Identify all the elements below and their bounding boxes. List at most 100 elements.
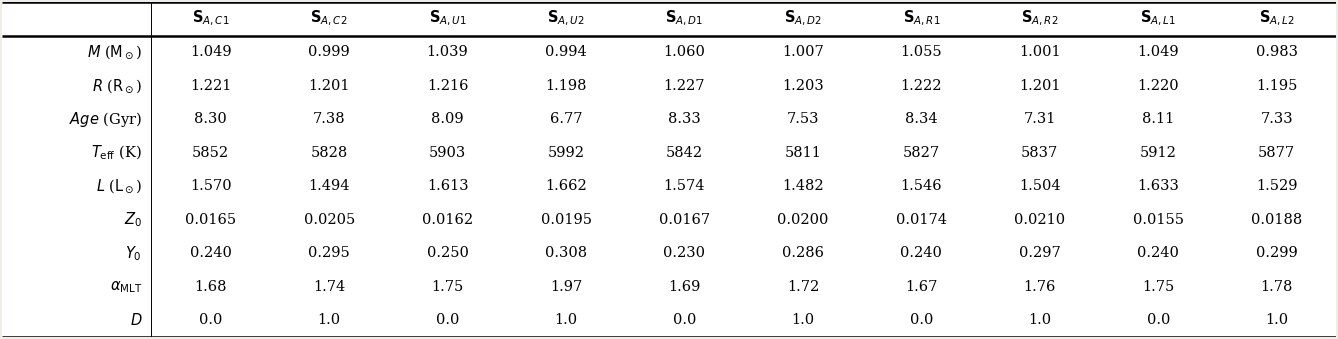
Text: 1.049: 1.049 bbox=[190, 45, 231, 59]
Text: $\mathbf{S}_{A,D2}$: $\mathbf{S}_{A,D2}$ bbox=[784, 9, 822, 28]
Text: 5827: 5827 bbox=[903, 146, 939, 160]
Text: 0.0: 0.0 bbox=[436, 313, 459, 327]
Text: 1.039: 1.039 bbox=[427, 45, 468, 59]
Text: $\mathbf{S}_{A,L2}$: $\mathbf{S}_{A,L2}$ bbox=[1259, 9, 1295, 28]
Text: 1.74: 1.74 bbox=[313, 280, 345, 294]
Text: 5828: 5828 bbox=[310, 146, 348, 160]
Text: 1.504: 1.504 bbox=[1020, 179, 1061, 193]
Text: 0.295: 0.295 bbox=[308, 246, 351, 260]
Text: 1.220: 1.220 bbox=[1137, 79, 1179, 93]
Text: 8.09: 8.09 bbox=[431, 112, 464, 126]
Text: 1.0: 1.0 bbox=[1028, 313, 1052, 327]
Text: 0.0: 0.0 bbox=[673, 313, 696, 327]
Text: 0.999: 0.999 bbox=[308, 45, 351, 59]
Text: 5811: 5811 bbox=[784, 146, 822, 160]
Text: 0.308: 0.308 bbox=[545, 246, 587, 260]
Text: 1.529: 1.529 bbox=[1256, 179, 1298, 193]
Text: 0.0: 0.0 bbox=[199, 313, 222, 327]
Text: 1.0: 1.0 bbox=[554, 313, 578, 327]
Text: 0.0188: 0.0188 bbox=[1251, 213, 1302, 227]
Text: 0.0: 0.0 bbox=[1147, 313, 1169, 327]
Text: 1.0: 1.0 bbox=[1266, 313, 1288, 327]
Text: $\alpha_{\mathrm{MLT}}$: $\alpha_{\mathrm{MLT}}$ bbox=[110, 279, 142, 295]
Text: 5903: 5903 bbox=[429, 146, 466, 160]
Text: 0.297: 0.297 bbox=[1020, 246, 1061, 260]
Text: 1.76: 1.76 bbox=[1024, 280, 1056, 294]
Text: 0.994: 0.994 bbox=[545, 45, 587, 59]
Text: 1.75: 1.75 bbox=[1143, 280, 1175, 294]
Text: 7.53: 7.53 bbox=[787, 112, 819, 126]
Text: 0.0165: 0.0165 bbox=[185, 213, 237, 227]
Text: 5912: 5912 bbox=[1140, 146, 1176, 160]
Text: 5842: 5842 bbox=[666, 146, 702, 160]
Text: 1.060: 1.060 bbox=[664, 45, 705, 59]
Text: $\mathbf{S}_{A,L1}$: $\mathbf{S}_{A,L1}$ bbox=[1140, 9, 1176, 28]
Text: 0.0162: 0.0162 bbox=[421, 213, 474, 227]
Text: 0.0205: 0.0205 bbox=[304, 213, 355, 227]
Text: 0.240: 0.240 bbox=[1137, 246, 1179, 260]
Text: 1.574: 1.574 bbox=[664, 179, 705, 193]
Text: 0.0200: 0.0200 bbox=[777, 213, 828, 227]
Text: 1.227: 1.227 bbox=[664, 79, 705, 93]
Text: $Age$ (Gyr): $Age$ (Gyr) bbox=[70, 110, 142, 129]
Text: 6.77: 6.77 bbox=[550, 112, 582, 126]
Text: 0.0174: 0.0174 bbox=[896, 213, 947, 227]
Text: 1.001: 1.001 bbox=[1020, 45, 1061, 59]
Text: 1.75: 1.75 bbox=[431, 280, 464, 294]
Text: 1.633: 1.633 bbox=[1137, 179, 1179, 193]
Text: 1.049: 1.049 bbox=[1137, 45, 1179, 59]
Text: 7.38: 7.38 bbox=[313, 112, 345, 126]
Text: 1.222: 1.222 bbox=[900, 79, 942, 93]
Text: 1.72: 1.72 bbox=[787, 280, 819, 294]
Text: 1.78: 1.78 bbox=[1260, 280, 1293, 294]
Text: 1.0: 1.0 bbox=[791, 313, 815, 327]
Text: 1.216: 1.216 bbox=[427, 79, 468, 93]
Text: 1.221: 1.221 bbox=[190, 79, 231, 93]
Text: 0.0195: 0.0195 bbox=[541, 213, 591, 227]
Text: 1.007: 1.007 bbox=[781, 45, 824, 59]
Text: 1.662: 1.662 bbox=[545, 179, 587, 193]
Text: 8.34: 8.34 bbox=[904, 112, 938, 126]
Text: $D$: $D$ bbox=[130, 312, 142, 328]
Text: $\mathbf{S}_{A,C2}$: $\mathbf{S}_{A,C2}$ bbox=[310, 9, 348, 28]
Text: 1.494: 1.494 bbox=[308, 179, 351, 193]
Text: 1.0: 1.0 bbox=[317, 313, 341, 327]
Text: 5992: 5992 bbox=[547, 146, 585, 160]
Text: 1.195: 1.195 bbox=[1256, 79, 1298, 93]
Text: 0.0: 0.0 bbox=[910, 313, 933, 327]
Text: 1.68: 1.68 bbox=[194, 280, 227, 294]
Text: 1.97: 1.97 bbox=[550, 280, 582, 294]
Text: 1.613: 1.613 bbox=[427, 179, 468, 193]
Text: $\mathbf{S}_{A,D1}$: $\mathbf{S}_{A,D1}$ bbox=[665, 9, 704, 28]
Text: 7.31: 7.31 bbox=[1024, 112, 1056, 126]
Text: $\mathbf{S}_{A,U1}$: $\mathbf{S}_{A,U1}$ bbox=[428, 9, 467, 28]
Text: $\mathbf{S}_{A,U2}$: $\mathbf{S}_{A,U2}$ bbox=[547, 9, 585, 28]
Text: 1.201: 1.201 bbox=[308, 79, 351, 93]
Text: 5852: 5852 bbox=[193, 146, 229, 160]
Text: 0.0210: 0.0210 bbox=[1014, 213, 1065, 227]
Text: 0.250: 0.250 bbox=[427, 246, 468, 260]
Text: 5837: 5837 bbox=[1021, 146, 1058, 160]
Text: 0.230: 0.230 bbox=[664, 246, 705, 260]
Text: $Z_0$: $Z_0$ bbox=[124, 211, 142, 229]
Text: $Y_0$: $Y_0$ bbox=[126, 244, 142, 263]
Text: $\mathbf{S}_{A,R2}$: $\mathbf{S}_{A,R2}$ bbox=[1021, 9, 1058, 28]
Text: 8.33: 8.33 bbox=[668, 112, 701, 126]
Text: 1.203: 1.203 bbox=[781, 79, 824, 93]
Text: 0.240: 0.240 bbox=[190, 246, 231, 260]
Text: 8.30: 8.30 bbox=[194, 112, 227, 126]
Text: 1.201: 1.201 bbox=[1020, 79, 1061, 93]
Text: 7.33: 7.33 bbox=[1260, 112, 1293, 126]
Text: $\mathbf{S}_{A,R1}$: $\mathbf{S}_{A,R1}$ bbox=[903, 9, 941, 28]
Text: $R$ ($\mathrm{R}_\odot$): $R$ ($\mathrm{R}_\odot$) bbox=[92, 77, 142, 95]
Text: 8.11: 8.11 bbox=[1143, 112, 1175, 126]
Text: 1.055: 1.055 bbox=[900, 45, 942, 59]
Text: $L$ ($\mathrm{L}_\odot$): $L$ ($\mathrm{L}_\odot$) bbox=[96, 177, 142, 195]
Text: 1.67: 1.67 bbox=[906, 280, 938, 294]
Text: 0.0155: 0.0155 bbox=[1133, 213, 1184, 227]
Text: 5877: 5877 bbox=[1258, 146, 1295, 160]
Text: 1.69: 1.69 bbox=[668, 280, 701, 294]
Text: $\mathbf{S}_{A,C1}$: $\mathbf{S}_{A,C1}$ bbox=[191, 9, 230, 28]
Text: 0.240: 0.240 bbox=[900, 246, 942, 260]
Text: 0.983: 0.983 bbox=[1255, 45, 1298, 59]
